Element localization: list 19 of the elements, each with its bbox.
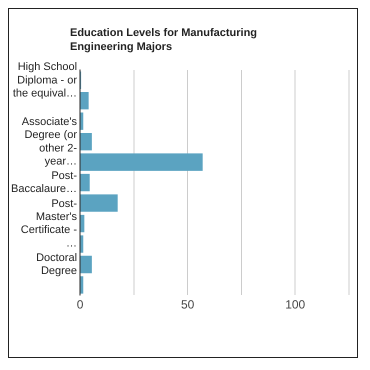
bar [80,132,92,150]
x-tick-label: 0 [76,298,84,312]
y-tick-label: Post-Baccalaure… [10,170,78,196]
x-tick-label: 50 [180,298,195,312]
bar [80,153,203,171]
x-tick-label: 100 [285,298,306,312]
y-tick-label: Post-Master's Certificate -… [20,198,78,250]
bar [80,214,84,232]
bar [80,256,92,274]
bar [80,174,90,192]
y-tick-label: Doctoral Degree [36,252,78,278]
bar [80,276,84,294]
bar [80,112,84,130]
chart-title: Education Levels for Manufacturing Engineering Majors [70,26,258,54]
y-tick-label: High School Diploma - or the equival… [12,61,78,100]
y-tick-label: Associate's Degree (or other 2-year… [22,116,78,168]
bar [80,194,118,212]
bar [80,92,89,110]
bar [80,235,84,253]
